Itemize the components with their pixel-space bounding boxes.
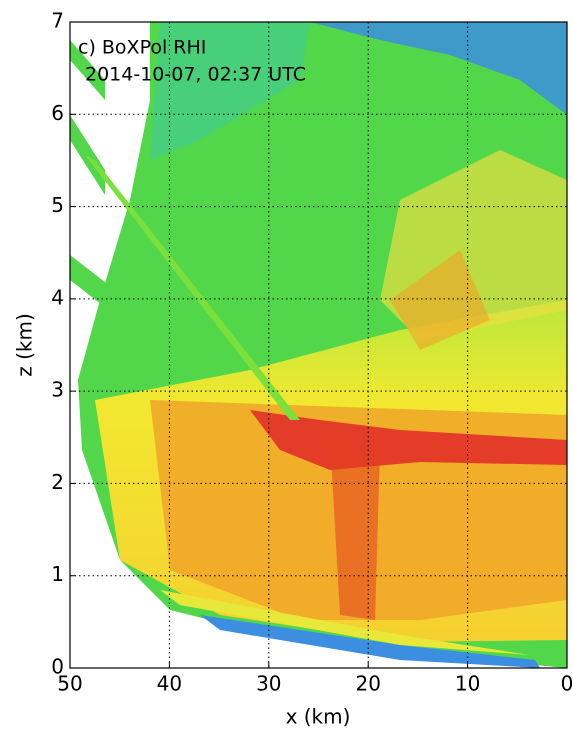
chart-title: c) BoXPol RHI [78, 37, 206, 59]
radar-field [70, 22, 567, 668]
beam-stripe [70, 40, 105, 100]
y-tick-label: 2 [51, 470, 64, 494]
y-axis-label: z (km) [13, 313, 37, 377]
y-tick-label: 3 [51, 378, 64, 402]
y-tick-label: 1 [51, 562, 64, 586]
y-tick-label: 4 [51, 285, 64, 309]
y-tick-label: 5 [51, 193, 64, 217]
chart-subtitle: 2014-10-07, 02:37 UTC [85, 64, 306, 86]
echo-orange-spot [390, 250, 490, 350]
x-tick-label: 20 [355, 672, 380, 696]
beam-stripe [70, 115, 105, 195]
echo-upper-cyan [150, 22, 310, 160]
x-tick-label: 0 [561, 672, 573, 696]
y-tick-label: 0 [51, 655, 64, 679]
x-tick-label: 10 [455, 672, 480, 696]
x-tick-label: 50 [57, 672, 82, 696]
echo-red-band [250, 410, 567, 470]
echo-red-column [330, 440, 380, 620]
beam-stripe [70, 255, 128, 325]
y-tick-label: 7 [51, 9, 64, 33]
beam-stripe [85, 155, 300, 420]
y-tick-label: 6 [51, 101, 64, 125]
x-tick-label: 30 [256, 672, 281, 696]
echo-bottom-edge [200, 615, 540, 668]
echo-top-blue [310, 22, 567, 115]
x-axis-label: x (km) [286, 705, 351, 729]
plot-frame [69, 21, 568, 669]
x-tick-label: 40 [157, 672, 182, 696]
